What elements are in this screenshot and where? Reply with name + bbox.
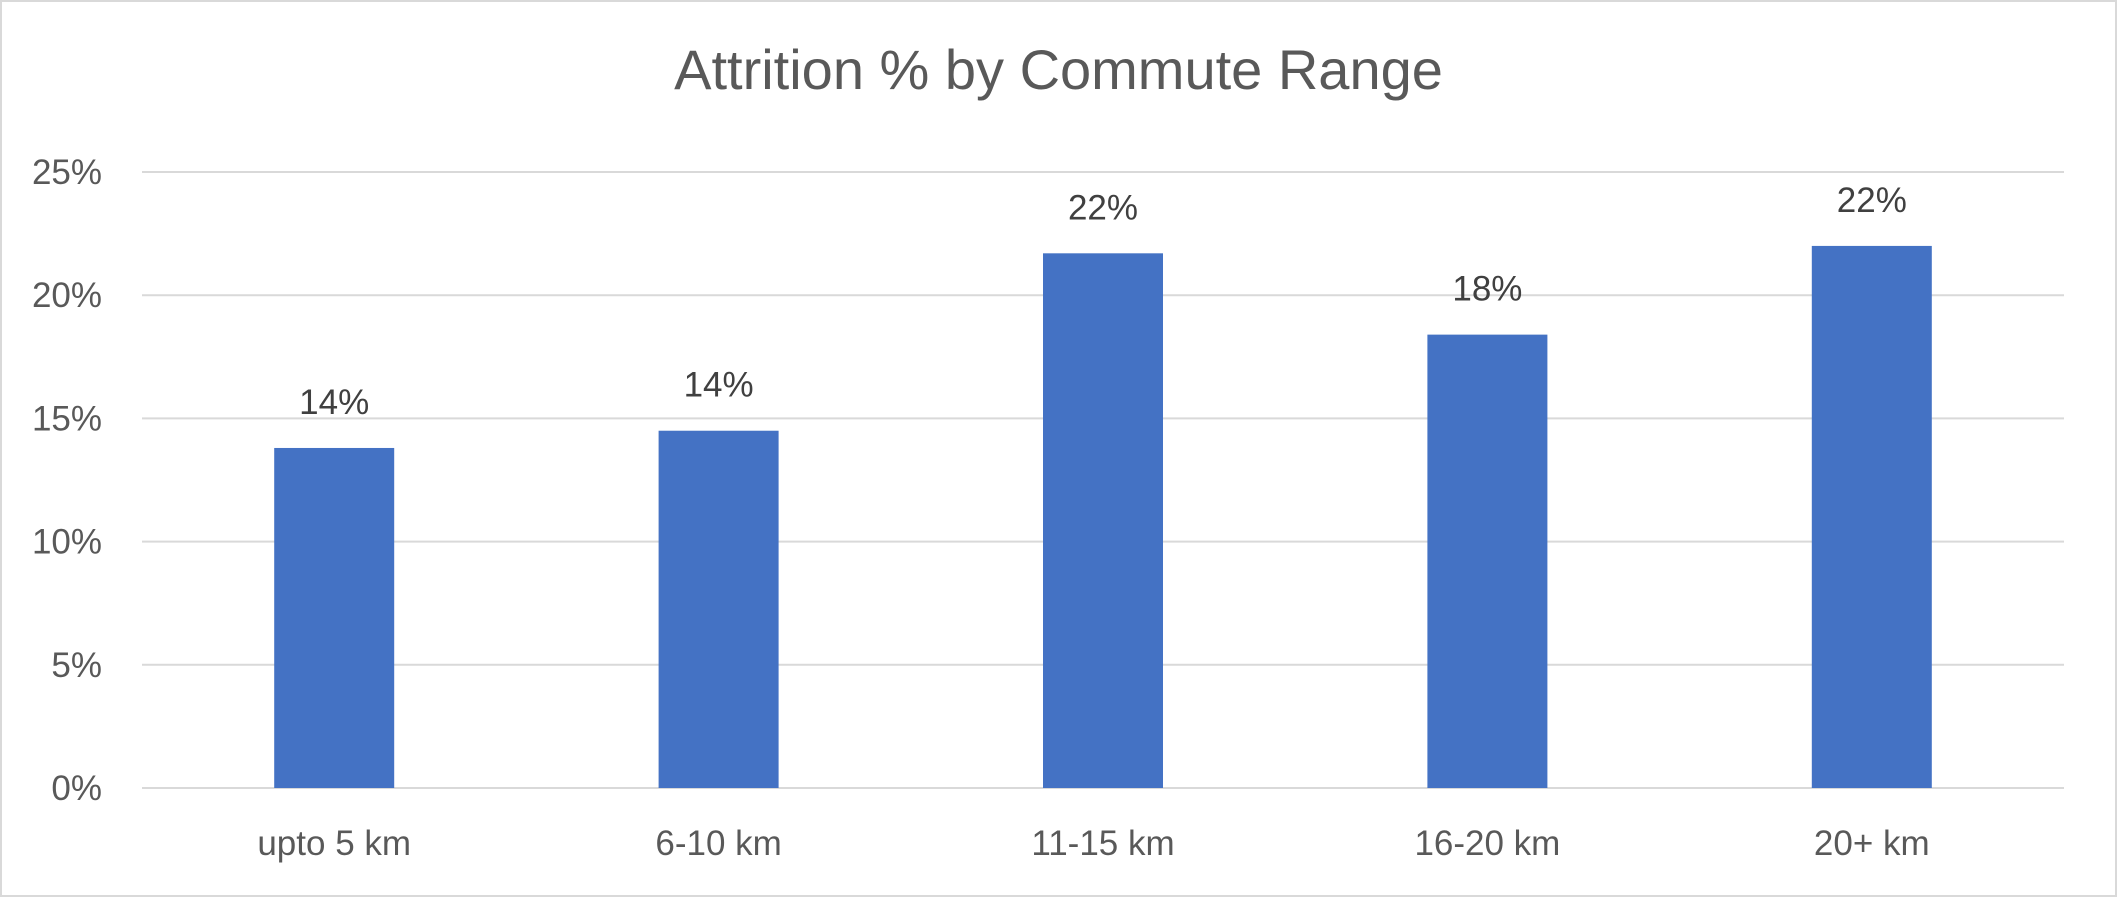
x-tick-label: 20+ km xyxy=(1814,824,1930,863)
bar-20-km xyxy=(1811,245,1932,789)
x-tick-label: 16-20 km xyxy=(1414,824,1560,863)
bar-6-10-km xyxy=(658,430,779,788)
y-tick-label: 0% xyxy=(51,769,102,808)
data-label: 18% xyxy=(1452,270,1522,309)
y-tick-label: 25% xyxy=(32,153,102,192)
x-axis-tick-labels: upto 5 km 6-10 km 11-15 km 16-20 km 20+ km xyxy=(257,824,1929,863)
y-tick-label: 15% xyxy=(32,399,102,438)
bar-16-20-km xyxy=(1427,334,1548,788)
bar-upto-5-km xyxy=(274,447,395,788)
y-tick-label: 5% xyxy=(51,646,102,685)
bar-11-15-km xyxy=(1043,253,1163,788)
data-label: 14% xyxy=(684,366,754,405)
x-tick-label: 6-10 km xyxy=(655,824,781,863)
bars xyxy=(274,245,1932,789)
y-tick-label: 10% xyxy=(32,523,102,562)
x-tick-label: 11-15 km xyxy=(1031,824,1174,863)
data-label: 14% xyxy=(299,383,369,422)
data-labels: 14% 14% 22% 18% 22% xyxy=(299,181,1907,422)
data-label: 22% xyxy=(1837,181,1907,220)
data-label: 22% xyxy=(1068,188,1138,227)
y-tick-label: 20% xyxy=(32,276,102,315)
y-axis-tick-labels: 0% 5% 10% 15% 20% 25% xyxy=(32,153,102,808)
x-tick-label: upto 5 km xyxy=(257,824,411,863)
chart-title: Attrition % by Commute Range xyxy=(674,38,1443,101)
